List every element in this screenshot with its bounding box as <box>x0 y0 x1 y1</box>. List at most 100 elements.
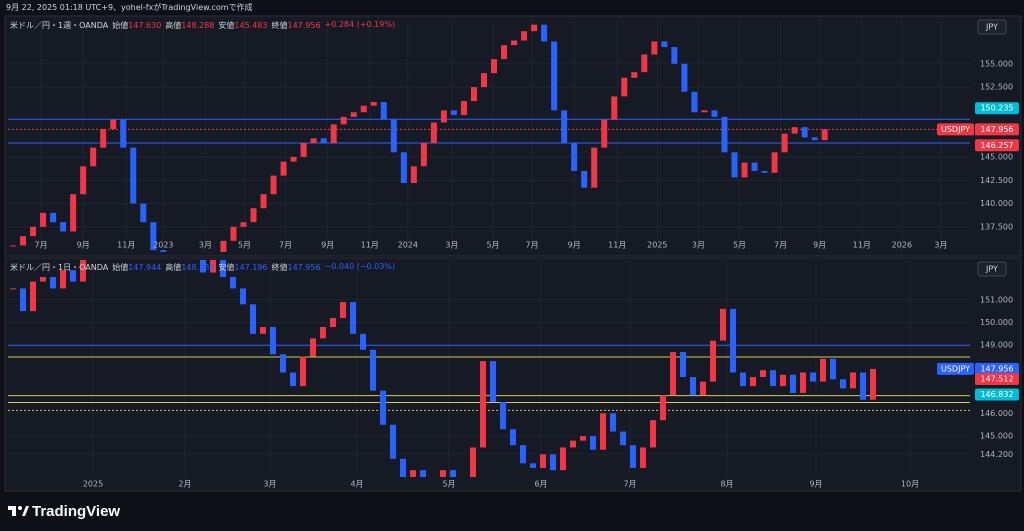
candle <box>260 327 266 334</box>
candle <box>741 162 748 178</box>
candle <box>510 429 516 446</box>
candle <box>60 222 67 232</box>
candle <box>300 142 307 157</box>
candle <box>420 470 426 477</box>
candle <box>530 463 536 468</box>
candle <box>430 122 437 143</box>
candle <box>250 304 256 334</box>
x-tick-label: 7月 <box>774 241 787 250</box>
candle <box>70 194 77 232</box>
candle <box>350 112 357 117</box>
candle <box>551 41 558 111</box>
candle <box>270 175 277 195</box>
candle <box>370 101 377 106</box>
candle <box>60 270 66 289</box>
candle <box>290 372 296 387</box>
candle <box>700 381 706 396</box>
ohlc-item: 始値147.630 <box>112 20 161 31</box>
x-tick-label: 3月 <box>934 241 947 250</box>
candle <box>761 170 768 173</box>
candle <box>110 119 117 130</box>
ohlc-value: 148.288 <box>181 263 215 272</box>
x-tick-label: 11月 <box>361 241 379 250</box>
price-badge <box>975 139 1019 152</box>
x-tick-label: 5月 <box>486 241 499 250</box>
x-tick-label: 2026 <box>892 241 912 250</box>
price-badge-label: 150.235 <box>980 104 1013 113</box>
candle <box>650 420 656 448</box>
candle <box>830 358 836 380</box>
candle <box>860 372 866 400</box>
candle <box>420 142 427 167</box>
x-tick-label: 3月 <box>692 241 705 250</box>
y-tick-label: 142.500 <box>980 176 1013 185</box>
candle <box>781 133 788 153</box>
x-tick-label: 11月 <box>853 241 871 250</box>
ohlc-label: 安値 <box>218 21 235 30</box>
candle <box>350 302 356 334</box>
candle <box>670 352 676 396</box>
ohlc-item: 終値147.956 <box>271 20 320 31</box>
candle <box>40 212 47 227</box>
price-badge <box>975 388 1019 401</box>
x-tick-label: 8月 <box>720 480 733 489</box>
symbol-badge <box>937 362 974 375</box>
candle <box>560 447 566 471</box>
candle <box>720 308 726 341</box>
y-tick-label: 155.000 <box>980 59 1013 68</box>
price-badge-label: 147.512 <box>980 375 1013 384</box>
x-tick-label: 9月 <box>321 241 334 250</box>
x-tick-label: 5月 <box>238 241 251 250</box>
candle <box>10 245 17 247</box>
ohlc-value: 147.944 <box>128 263 162 272</box>
panel <box>4 15 1022 257</box>
change: +0.284 (+0.19%) <box>324 20 396 29</box>
candle <box>621 77 628 97</box>
x-tick-label: 3月 <box>199 241 212 250</box>
ohlc-label: 始値 <box>112 263 129 272</box>
candle <box>501 45 508 60</box>
x-tick-label: 7月 <box>526 241 539 250</box>
candle <box>690 377 696 396</box>
candle <box>240 288 246 305</box>
currency-button[interactable] <box>977 19 1007 35</box>
x-tick-label: 11月 <box>608 241 626 250</box>
currency-button[interactable] <box>977 261 1007 277</box>
candle <box>610 413 616 432</box>
x-tick-label: 9月 <box>813 241 826 250</box>
candle <box>230 277 236 289</box>
ohlc-value: 147.956 <box>287 263 321 272</box>
x-tick-label: 7月 <box>623 480 636 489</box>
y-tick-label: 146.000 <box>980 409 1013 418</box>
candle <box>740 372 746 387</box>
y-tick-label: 140.000 <box>980 199 1013 208</box>
x-tick-label: 2025 <box>83 480 103 489</box>
price-badge <box>975 123 1019 136</box>
x-tick-label: 9月 <box>77 241 90 250</box>
price-badge-label: 147.956 <box>980 364 1013 373</box>
price-badge <box>975 362 1019 375</box>
candle <box>731 152 738 178</box>
candle <box>50 212 57 223</box>
price-badge <box>975 102 1019 115</box>
candle <box>130 147 137 204</box>
candle <box>500 402 506 430</box>
candle <box>390 424 396 459</box>
candle <box>550 454 556 471</box>
candle <box>691 91 698 113</box>
candle <box>791 127 798 134</box>
candle <box>300 356 306 387</box>
x-tick-label: 6月 <box>534 480 547 489</box>
ohlc-label: 安値 <box>218 263 235 272</box>
plot <box>8 20 970 252</box>
candle <box>600 413 606 450</box>
ohlc-item: 終値147.956 <box>271 262 320 273</box>
candle <box>681 63 688 92</box>
candle <box>480 73 487 88</box>
candle <box>661 41 668 48</box>
candle <box>360 105 367 113</box>
candle <box>570 440 576 448</box>
y-tick-label: 145.000 <box>980 152 1013 161</box>
